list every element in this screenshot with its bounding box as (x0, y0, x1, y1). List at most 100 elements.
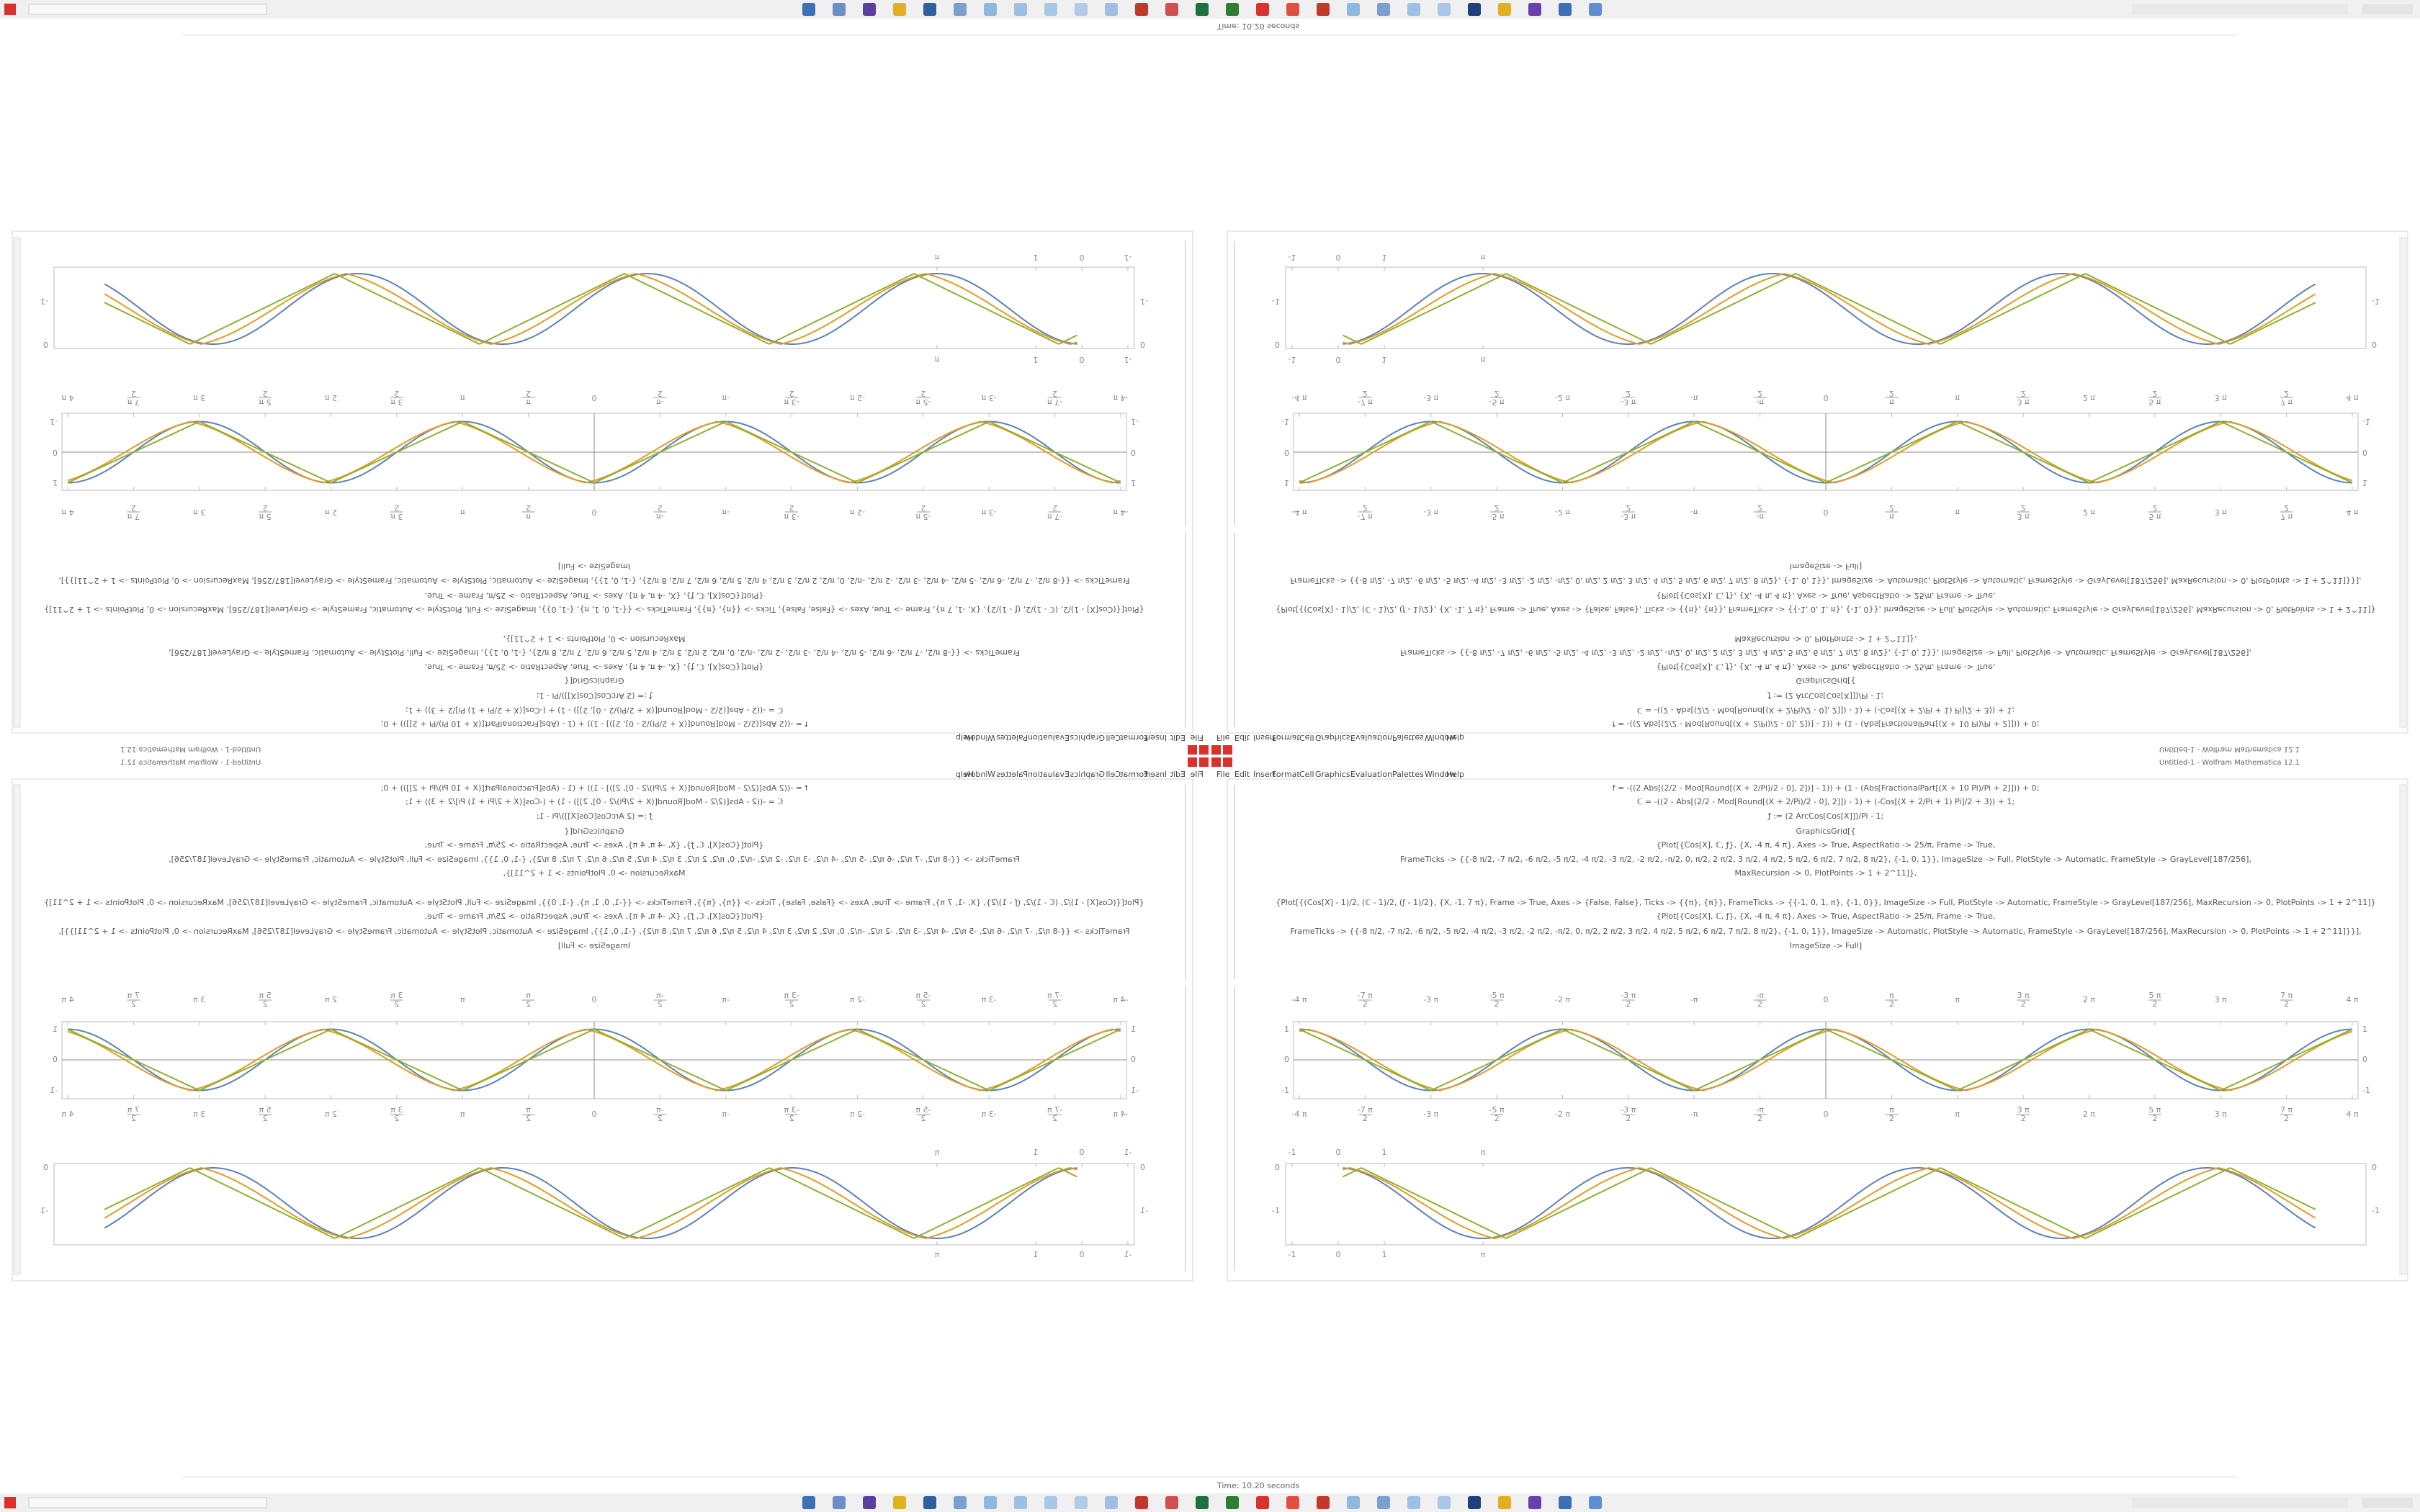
menu-item[interactable]: Evaluation (1028, 733, 1070, 742)
menu-item[interactable]: Help (1446, 770, 1464, 779)
menu-item[interactable]: Format (1272, 733, 1300, 742)
taskbar-icon[interactable] (1286, 3, 1299, 16)
menu-item[interactable]: Format (1272, 770, 1300, 779)
close-button[interactable] (1199, 757, 1209, 767)
menu-item[interactable]: Palettes (1392, 770, 1424, 779)
menu-item[interactable]: Palettes (996, 733, 1028, 742)
taskbar-icon[interactable] (1256, 3, 1269, 16)
menu-item[interactable]: Help (956, 733, 974, 742)
taskbar-icon[interactable] (1438, 1496, 1451, 1509)
taskbar-icon[interactable] (1226, 1496, 1239, 1509)
taskbar-icon[interactable] (1196, 1496, 1209, 1509)
taskbar-icon[interactable] (1044, 1496, 1057, 1509)
menu-item[interactable]: Edit (1234, 733, 1250, 742)
menu-item[interactable]: Window (964, 770, 995, 779)
taskbar-icon[interactable] (954, 3, 967, 16)
taskbar-icon[interactable] (923, 3, 936, 16)
taskbar-icon[interactable] (802, 3, 815, 16)
taskbar-icon[interactable] (1589, 1496, 1602, 1509)
taskbar-icon[interactable] (1075, 1496, 1088, 1509)
taskbar-icon[interactable] (893, 1496, 906, 1509)
taskbar-icon[interactable] (1498, 3, 1511, 16)
taskbar-icon[interactable] (923, 1496, 936, 1509)
menu-item[interactable]: Cell (1106, 770, 1121, 779)
menu-item[interactable]: Insert (1144, 733, 1167, 742)
taskbar-icon[interactable] (1528, 3, 1541, 16)
menu-item[interactable]: File (1216, 770, 1230, 779)
taskbar-icon[interactable] (1196, 3, 1209, 16)
taskbar-icon[interactable] (1347, 1496, 1360, 1509)
taskbar-icon[interactable] (1377, 1496, 1390, 1509)
taskbar-icon[interactable] (1135, 3, 1148, 16)
menu-item[interactable]: Graphics (1315, 733, 1350, 742)
menu-item[interactable]: Edit (1234, 770, 1250, 779)
taskbar-icon[interactable] (893, 3, 906, 16)
taskbar-icon[interactable] (1407, 1496, 1420, 1509)
menu-item[interactable]: File (1190, 770, 1204, 779)
taskbar-icon[interactable] (833, 1496, 846, 1509)
menu-item[interactable]: Cell (1106, 733, 1121, 742)
menu-item[interactable]: Evaluation (1350, 770, 1392, 779)
menu-item[interactable]: Cell (1299, 733, 1314, 742)
taskbar-icon[interactable] (1105, 3, 1118, 16)
taskbar-icon[interactable] (984, 1496, 997, 1509)
menu-item[interactable]: Graphics (1070, 770, 1105, 779)
search-box[interactable] (28, 4, 267, 15)
close-button[interactable] (1199, 745, 1209, 755)
taskbar-icon[interactable] (1165, 1496, 1178, 1509)
menu-item[interactable]: Window (964, 733, 995, 742)
menu-item[interactable]: Palettes (1392, 733, 1424, 742)
start-button[interactable] (4, 1497, 16, 1508)
taskbar-icon[interactable] (1377, 3, 1390, 16)
taskbar-icon[interactable] (1135, 1496, 1148, 1509)
taskbar-icon[interactable] (984, 3, 997, 16)
taskbar-icon[interactable] (1105, 1496, 1118, 1509)
taskbar-icon[interactable] (863, 1496, 876, 1509)
menu-item[interactable]: Format (1120, 733, 1148, 742)
menu-item[interactable]: Help (956, 770, 974, 779)
system-tray[interactable] (2132, 1498, 2348, 1508)
menu-item[interactable]: File (1190, 733, 1204, 742)
menu-item[interactable]: Insert (1144, 770, 1167, 779)
taskbar-icon[interactable] (1256, 1496, 1269, 1509)
menu-item[interactable]: Graphics (1070, 733, 1105, 742)
close-button[interactable] (1223, 757, 1232, 767)
menu-item[interactable]: Insert (1253, 770, 1276, 779)
menu-item[interactable]: Graphics (1315, 770, 1350, 779)
start-button[interactable] (4, 4, 16, 15)
taskbar-icon[interactable] (1347, 3, 1360, 16)
taskbar-icon[interactable] (1014, 1496, 1027, 1509)
taskbar-icon[interactable] (1044, 3, 1057, 16)
taskbar-icon[interactable] (1014, 3, 1027, 16)
taskbar-icon[interactable] (1165, 3, 1178, 16)
close-button[interactable] (1188, 757, 1197, 767)
close-button[interactable] (1188, 745, 1197, 755)
taskbar-icon[interactable] (1317, 3, 1330, 16)
taskbar-icon[interactable] (1528, 1496, 1541, 1509)
taskbar-icon[interactable] (863, 3, 876, 16)
menu-item[interactable]: Evaluation (1028, 770, 1070, 779)
menu-item[interactable]: File (1216, 733, 1230, 742)
taskbar-icon[interactable] (1498, 1496, 1511, 1509)
menu-item[interactable]: Window (1425, 770, 1456, 779)
clock[interactable] (2362, 1498, 2413, 1508)
close-button[interactable] (1211, 745, 1221, 755)
taskbar-icon[interactable] (1559, 1496, 1572, 1509)
menu-item[interactable]: Edit (1170, 770, 1186, 779)
taskbar-icon[interactable] (1075, 3, 1088, 16)
search-box[interactable] (28, 1497, 267, 1508)
taskbar-icon[interactable] (954, 1496, 967, 1509)
close-button[interactable] (1211, 757, 1221, 767)
menu-item[interactable]: Cell (1299, 770, 1314, 779)
taskbar-icon[interactable] (1559, 3, 1572, 16)
menu-item[interactable]: Palettes (996, 770, 1028, 779)
menu-item[interactable]: Help (1446, 733, 1464, 742)
taskbar-icon[interactable] (833, 3, 846, 16)
close-button[interactable] (1223, 745, 1232, 755)
taskbar-icon[interactable] (1286, 1496, 1299, 1509)
taskbar-icon[interactable] (1589, 3, 1602, 16)
menu-item[interactable]: Edit (1170, 733, 1186, 742)
taskbar-icon[interactable] (1226, 3, 1239, 16)
taskbar-icon[interactable] (1468, 1496, 1481, 1509)
taskbar-icon[interactable] (1407, 3, 1420, 16)
